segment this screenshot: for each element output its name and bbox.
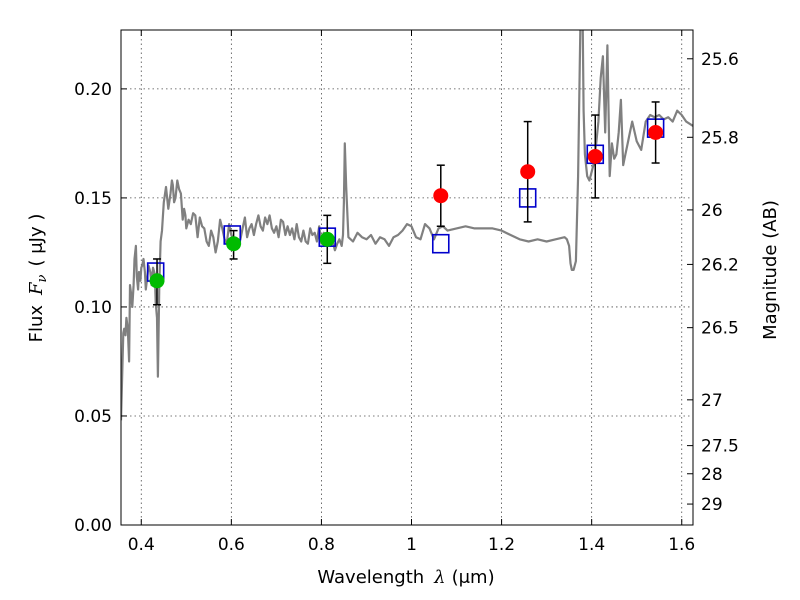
y2-tick-label: 25.6 <box>701 50 739 70</box>
x-tick-label: 0.4 <box>128 535 155 555</box>
x-axis-title: Wavelength λ (μm) <box>317 567 494 588</box>
observed-flux-point <box>648 124 664 140</box>
y2-tick-label: 28 <box>701 465 723 485</box>
observed-flux-point <box>520 164 536 180</box>
model-spectrum-layer <box>121 30 693 421</box>
observed-flux-point <box>226 236 242 252</box>
y-tick-label: 0.20 <box>74 80 112 100</box>
plot-frame <box>120 29 694 526</box>
y2-axis-title: Magnitude (AB) <box>760 200 781 340</box>
y-tick-label: 0.10 <box>74 298 112 318</box>
observed-flux-point <box>319 231 335 247</box>
y2-tick-label: 25.8 <box>701 128 739 148</box>
y-tick-label: 0.15 <box>74 189 112 209</box>
y-axis-title: FluxFν( μJy ) <box>26 214 50 343</box>
y2-tick-label: 26.2 <box>701 255 739 275</box>
x-tick-label: 1.2 <box>488 535 515 555</box>
x-tick-label: 1.4 <box>578 535 605 555</box>
data-points-layer <box>146 101 665 306</box>
y2-tick-label: 27 <box>701 391 723 411</box>
y-tick-label: 0.05 <box>74 407 112 427</box>
grid-lines <box>121 30 693 526</box>
axis-ticks: 0.4 0.6 0.8 1 1.2 1.4 1.6 0.00 0.05 0.10 0.15 0.20 2… <box>74 30 739 555</box>
observed-flux-point <box>149 273 165 289</box>
x-tick-label: 0.8 <box>308 535 335 555</box>
y2-tick-label: 27.5 <box>701 437 739 457</box>
x-tick-label: 1 <box>406 535 417 555</box>
observed-flux-point <box>433 188 449 204</box>
y2-tick-label: 26 <box>701 201 723 221</box>
y2-tick-label: 26.5 <box>701 319 739 339</box>
model-spectrum-line <box>121 30 693 421</box>
observed-flux-point <box>587 148 603 164</box>
x-tick-label: 1.6 <box>668 535 695 555</box>
y-tick-label: 0.00 <box>74 516 112 536</box>
y2-tick-label: 29 <box>701 495 723 515</box>
model-photometry-square <box>431 233 450 254</box>
x-tick-label: 0.6 <box>218 535 245 555</box>
